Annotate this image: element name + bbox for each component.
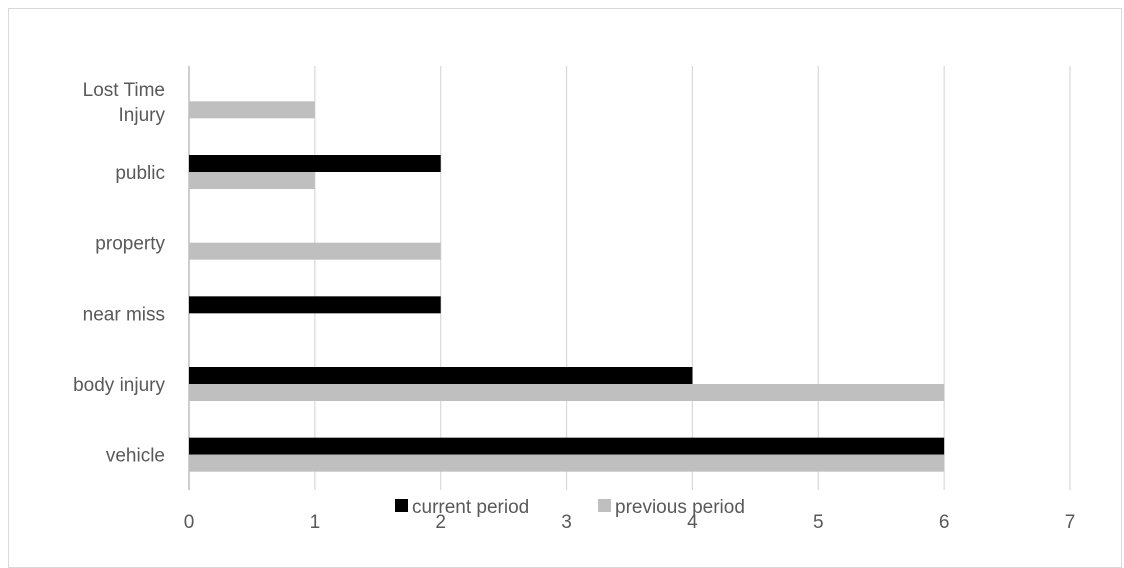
legend: current period previous period bbox=[395, 497, 745, 518]
x-tick-label: 0 bbox=[184, 512, 195, 533]
category-label: vehicle bbox=[106, 446, 165, 467]
bar-previous bbox=[189, 454, 945, 472]
legend-previous-swatch bbox=[598, 499, 611, 512]
x-tick-label: 7 bbox=[1065, 512, 1076, 533]
bar-previous bbox=[189, 384, 945, 401]
bar-current bbox=[189, 296, 441, 314]
legend-previous-label: previous period bbox=[615, 497, 745, 518]
category-label: Lost Time bbox=[83, 80, 165, 101]
x-axis-ticks: 0 1 2 3 4 5 6 7 bbox=[184, 512, 1076, 533]
x-tick-label: 3 bbox=[561, 512, 572, 533]
category-label: public bbox=[115, 163, 165, 184]
bars bbox=[189, 101, 945, 472]
x-tick-label: 4 bbox=[687, 512, 698, 533]
bar-previous bbox=[189, 242, 441, 260]
bar-previous bbox=[189, 172, 315, 189]
category-label: body injury bbox=[73, 375, 165, 396]
legend-current-swatch bbox=[395, 499, 408, 512]
bar-previous bbox=[189, 101, 315, 119]
x-tick-label: 6 bbox=[939, 512, 950, 533]
bar-current bbox=[189, 437, 945, 455]
category-label: property bbox=[95, 234, 165, 255]
gridlines bbox=[188, 66, 1071, 490]
legend-current-label: current period bbox=[412, 497, 529, 518]
x-tick-label: 2 bbox=[435, 512, 446, 533]
category-label: Injury bbox=[119, 105, 166, 126]
category-label: near miss bbox=[83, 304, 165, 325]
category-labels: vehicle body injury near miss property publi… bbox=[73, 80, 165, 467]
x-tick-label: 5 bbox=[813, 512, 824, 533]
bar-current bbox=[189, 367, 693, 384]
bar-current bbox=[189, 155, 441, 172]
bar-chart: vehicle body injury near miss property publi… bbox=[73, 66, 1076, 533]
x-tick-label: 1 bbox=[310, 512, 321, 533]
